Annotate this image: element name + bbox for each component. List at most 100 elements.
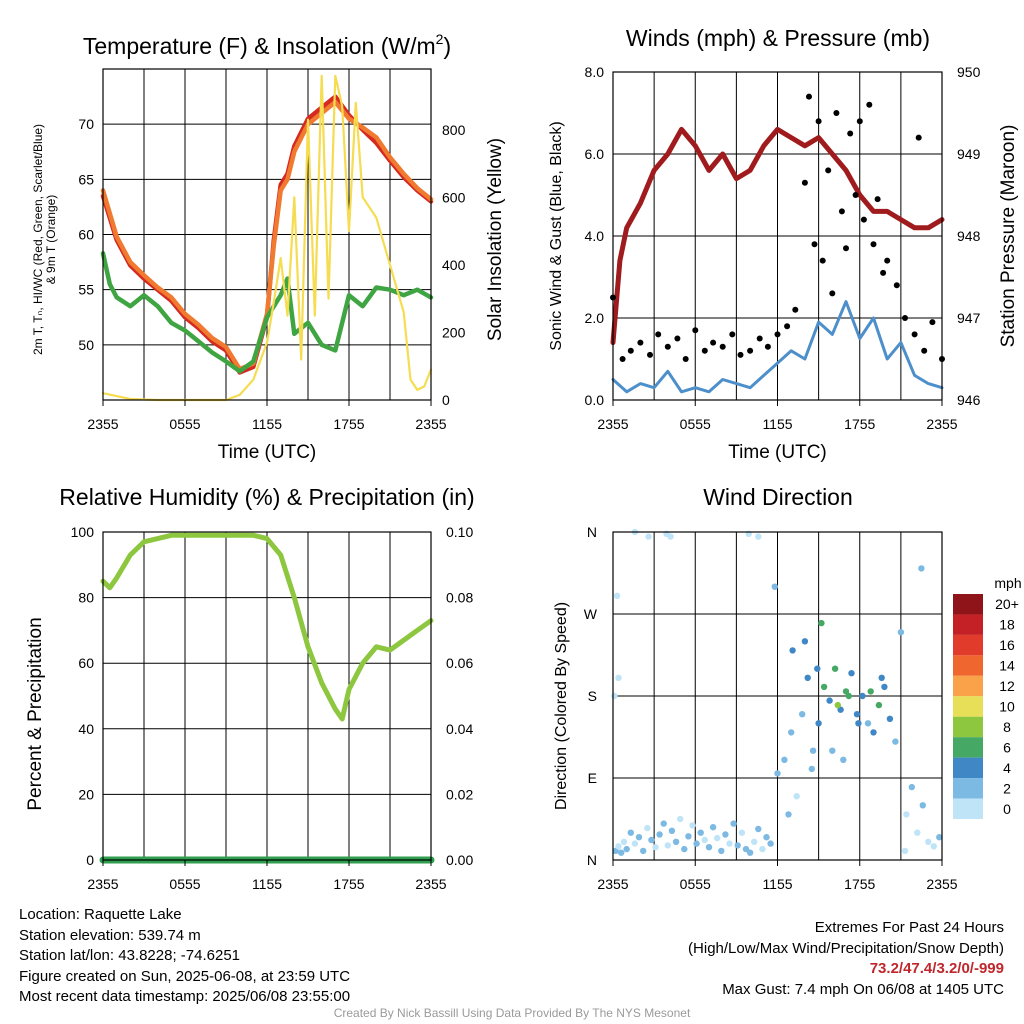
gust-point [866, 101, 873, 108]
colorbar-swatch [953, 716, 983, 738]
direction-point [620, 838, 628, 845]
x-tick-label: 2355 [415, 876, 446, 892]
y-tick-label: S [588, 688, 597, 704]
station-location: Location: Raquette Lake [19, 906, 182, 923]
series-line [100, 532, 434, 722]
x-tick-label: 2355 [415, 416, 446, 432]
colorbar-label: 10 [999, 699, 1015, 715]
y2-tick-label: 0 [442, 392, 450, 408]
gust-point [911, 331, 918, 338]
direction-point [726, 840, 733, 847]
colorbar-label: 16 [999, 637, 1015, 653]
gust-point [682, 356, 689, 362]
gust-point [838, 208, 845, 215]
direction-point [738, 829, 746, 836]
y-tick-label: N [587, 852, 597, 868]
colorbar-label: 2 [1003, 780, 1011, 796]
colorbar-swatch [953, 798, 983, 819]
direction-point [804, 674, 811, 681]
chart-title: Relative Humidity (%) & Precipitation (i… [59, 484, 474, 510]
x-axis-title: Time (UTC) [728, 442, 827, 463]
direction-point [831, 665, 839, 672]
y-tick-label: 20 [78, 786, 94, 802]
y-axis-title: Direction (Colored By Speed) [553, 602, 570, 810]
direction-point [919, 802, 926, 809]
y2-tick-label: 0.04 [446, 721, 473, 737]
direction-point [908, 783, 915, 791]
direction-point [930, 843, 937, 850]
direction-point [693, 840, 700, 847]
x-tick-label: 1155 [252, 416, 282, 432]
colorbar-label: 6 [1003, 739, 1011, 755]
direction-point [799, 711, 806, 718]
y2-tick-label: 400 [442, 257, 466, 273]
chart-title: Wind Direction [703, 484, 853, 510]
direction-point [660, 820, 667, 827]
direction-point [837, 706, 844, 713]
direction-point [615, 674, 622, 681]
gust-point [801, 179, 808, 186]
direction-point [842, 688, 850, 695]
direction-point [881, 683, 888, 691]
direction-point [892, 738, 899, 745]
direction-point [936, 834, 943, 841]
direction-point [718, 847, 725, 855]
credit-line: Created By Nick Bassill Using Data Provi… [333, 1006, 691, 1020]
x-tick-label: 1155 [252, 876, 282, 892]
direction-point [826, 697, 833, 704]
direction-point [611, 692, 618, 700]
y-axis-title-line: 2m T, Tₙ, HI/WC (Red, Green, Scarlet/Blu… [31, 124, 45, 355]
y-tick-label: 60 [78, 227, 94, 243]
y-tick-label: 100 [71, 524, 95, 540]
direction-point [640, 847, 647, 855]
direction-point [845, 692, 852, 700]
direction-point [840, 756, 847, 763]
y2-tick-label: 950 [957, 64, 981, 80]
direction-point [886, 715, 894, 722]
extremes-values: 73.2/47.4/3.2/0/-999 [869, 960, 1004, 977]
direction-point [613, 592, 621, 599]
x-axis-title: Time (UTC) [218, 442, 317, 463]
gust-point [884, 257, 891, 264]
x-tick-label: 2355 [87, 416, 118, 432]
extremes-heading: Extremes For Past 24 Hours [814, 919, 1004, 936]
direction-point [809, 747, 817, 754]
y-tick-label: 55 [78, 282, 94, 298]
series-line [100, 251, 434, 374]
direction-point [870, 729, 877, 736]
gust-point [674, 335, 681, 342]
y2-tick-label: 949 [957, 146, 981, 162]
gust-point [764, 343, 771, 350]
y2-tick-label: 600 [442, 189, 466, 205]
gust-point [627, 347, 634, 354]
direction-point [785, 811, 792, 818]
direction-point [648, 836, 655, 844]
direction-point [612, 847, 619, 855]
direction-point [834, 701, 841, 709]
gust-point [815, 118, 822, 125]
direction-point [701, 836, 708, 844]
colorbar-label: 14 [999, 658, 1015, 674]
direction-point [668, 827, 676, 834]
direction-point [689, 822, 696, 829]
direction-point [751, 838, 758, 845]
direction-point [818, 619, 825, 627]
gust-point [870, 241, 877, 248]
direction-point [901, 847, 909, 855]
x-tick-label: 1155 [762, 416, 792, 432]
direction-point [755, 533, 762, 540]
gust-point [915, 134, 922, 141]
x-tick-label: 1755 [333, 416, 364, 432]
gust-point [902, 315, 908, 321]
gust-point [647, 351, 653, 358]
direction-point [664, 842, 671, 849]
gust-point [874, 196, 881, 203]
gust-point [825, 167, 832, 174]
series-line [610, 126, 945, 346]
chart-title: Winds (mph) & Pressure (mb) [626, 25, 930, 51]
title-superscript: 2 [436, 31, 444, 47]
gust-point [856, 118, 863, 125]
y2-tick-label: 0.06 [446, 655, 473, 671]
gust-point [806, 93, 812, 100]
direction-point [656, 831, 663, 838]
